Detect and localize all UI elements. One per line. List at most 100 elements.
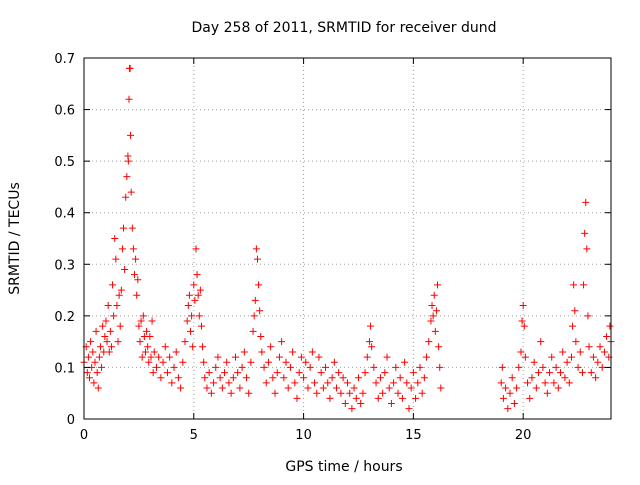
data-point (582, 198, 590, 206)
data-point (282, 358, 290, 366)
data-point (123, 173, 131, 181)
data-point (354, 374, 362, 382)
data-point (136, 338, 144, 346)
data-point (359, 389, 367, 397)
data-point (252, 245, 260, 253)
data-point (232, 353, 240, 361)
data-point (256, 307, 264, 315)
data-point (418, 389, 426, 397)
data-point (177, 384, 185, 392)
data-point (132, 255, 140, 263)
data-point (563, 358, 571, 366)
data-point (157, 374, 165, 382)
data-point (194, 291, 202, 299)
data-point (223, 358, 231, 366)
data-point (499, 394, 507, 402)
y-tick-label: 0.5 (54, 155, 75, 170)
data-point (196, 286, 204, 294)
data-point (227, 389, 235, 397)
data-point (539, 363, 547, 371)
data-point (195, 312, 203, 320)
data-point (580, 281, 588, 289)
data-point (365, 338, 373, 346)
data-point (528, 374, 536, 382)
data-point (429, 312, 437, 320)
data-point (255, 281, 263, 289)
data-point (188, 312, 196, 320)
data-point (361, 369, 369, 377)
data-point (137, 317, 145, 325)
x-tick-label: 20 (515, 428, 532, 443)
data-point (328, 374, 336, 382)
data-point (594, 358, 602, 366)
data-point (98, 363, 106, 371)
data-point (330, 358, 338, 366)
data-point (559, 348, 567, 356)
x-tick-label: 5 (190, 428, 198, 443)
data-point (524, 379, 532, 387)
data-point (143, 327, 151, 335)
data-point (199, 343, 207, 351)
data-point (186, 327, 194, 335)
data-point (308, 348, 316, 356)
data-point (543, 389, 551, 397)
data-point (258, 348, 266, 356)
data-point (367, 322, 375, 330)
data-point (571, 307, 579, 315)
data-point (592, 374, 600, 382)
data-point (370, 363, 378, 371)
data-point (324, 379, 332, 387)
data-point (498, 363, 506, 371)
data-point (368, 343, 376, 351)
data-point (166, 353, 174, 361)
data-point (304, 384, 312, 392)
data-point (234, 369, 242, 377)
data-point (430, 291, 438, 299)
data-point (428, 302, 436, 310)
data-point (394, 389, 402, 397)
data-point (115, 291, 123, 299)
data-point (333, 384, 341, 392)
data-point (267, 343, 275, 351)
data-point (416, 363, 424, 371)
data-point (200, 358, 208, 366)
data-point (372, 379, 380, 387)
data-point (238, 363, 246, 371)
data-point (322, 363, 330, 371)
data-point (168, 379, 176, 387)
data-point (508, 374, 516, 382)
data-point (257, 332, 265, 340)
data-point (317, 369, 325, 377)
data-point (93, 369, 101, 377)
data-point (146, 332, 154, 340)
data-point (249, 327, 257, 335)
data-point (105, 348, 113, 356)
data-point (138, 353, 146, 361)
data-point (107, 343, 115, 351)
data-point (212, 363, 220, 371)
data-point (535, 369, 543, 377)
data-point (532, 384, 540, 392)
data-point (150, 348, 158, 356)
data-point (339, 374, 347, 382)
data-point (250, 312, 258, 320)
data-point (128, 224, 136, 232)
data-point (435, 343, 443, 351)
data-point (510, 400, 518, 408)
y-tick-label: 0.1 (54, 361, 75, 376)
data-point (273, 369, 281, 377)
data-point (99, 322, 107, 330)
data-point (116, 322, 124, 330)
data-point (280, 374, 288, 382)
data-point (193, 271, 201, 279)
data-point (183, 317, 191, 325)
data-point (179, 358, 187, 366)
data-point (104, 302, 112, 310)
data-point (396, 374, 404, 382)
x-tick-label: 0 (80, 428, 88, 443)
data-point (269, 374, 277, 382)
data-point (412, 394, 420, 402)
data-point (600, 348, 608, 356)
y-tick-label: 0 (67, 413, 75, 428)
data-point (576, 348, 584, 356)
